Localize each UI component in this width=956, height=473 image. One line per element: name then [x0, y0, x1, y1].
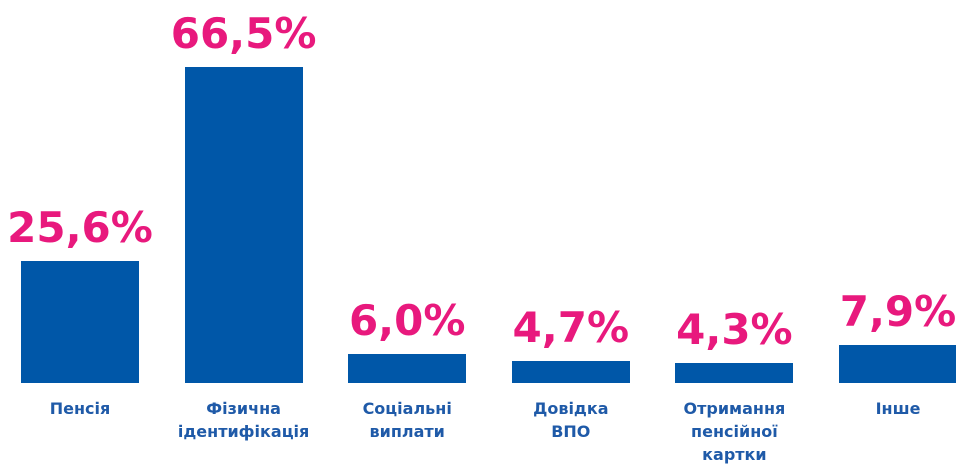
bar — [675, 362, 794, 383]
value-label: 25,6% — [7, 203, 153, 253]
value-label: 66,5% — [170, 9, 317, 58]
bar — [21, 261, 139, 383]
bar — [839, 345, 956, 383]
bar — [184, 67, 303, 383]
value-label: 6,0% — [348, 296, 466, 346]
bar — [511, 360, 630, 383]
category-label: Інше — [875, 399, 921, 418]
category-label: Соціальні виплати — [362, 399, 452, 441]
category-label: Довідка ВПО — [533, 399, 609, 441]
category-label: Отримання пенсійної картки — [683, 399, 786, 464]
category-label: Фізична ідентифікація — [177, 399, 310, 441]
value-label: 7,9% — [839, 287, 956, 337]
bar — [348, 354, 467, 383]
category-label: Пенсія — [49, 399, 111, 418]
value-label: 4,3% — [676, 304, 793, 354]
value-label: 4,7% — [512, 302, 630, 352]
